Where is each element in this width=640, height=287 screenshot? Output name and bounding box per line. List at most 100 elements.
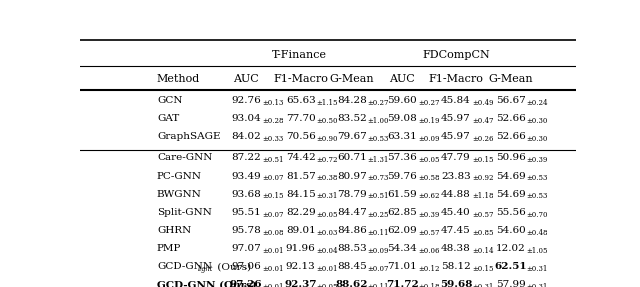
Text: ±0.39: ±0.39 bbox=[527, 156, 548, 164]
Text: 84.47: 84.47 bbox=[337, 208, 367, 217]
Text: 65.63: 65.63 bbox=[286, 96, 316, 105]
Text: 50.96: 50.96 bbox=[495, 154, 525, 162]
Text: ±0.09: ±0.09 bbox=[368, 247, 389, 255]
Text: ±0.53: ±0.53 bbox=[368, 135, 389, 143]
Text: 82.29: 82.29 bbox=[286, 208, 316, 217]
Text: ±0.31: ±0.31 bbox=[317, 192, 338, 200]
Text: ±0.90: ±0.90 bbox=[317, 135, 338, 143]
Text: 52.66: 52.66 bbox=[495, 133, 525, 141]
Text: 54.69: 54.69 bbox=[495, 172, 525, 181]
Text: 44.88: 44.88 bbox=[441, 190, 471, 199]
Text: ±0.73: ±0.73 bbox=[368, 174, 389, 182]
Text: ±1.18: ±1.18 bbox=[472, 192, 493, 200]
Text: ±0.27: ±0.27 bbox=[368, 99, 389, 107]
Text: 95.51: 95.51 bbox=[231, 208, 261, 217]
Text: ±0.51: ±0.51 bbox=[368, 192, 389, 200]
Text: ±0.03: ±0.03 bbox=[317, 229, 338, 237]
Text: ±0.04: ±0.04 bbox=[317, 247, 338, 255]
Text: 92.37: 92.37 bbox=[284, 280, 317, 287]
Text: ±0.30: ±0.30 bbox=[527, 135, 548, 143]
Text: 59.60: 59.60 bbox=[388, 96, 417, 105]
Text: Method: Method bbox=[157, 74, 200, 84]
Text: ±0.33: ±0.33 bbox=[262, 135, 284, 143]
Text: 97.26: 97.26 bbox=[230, 280, 262, 287]
Text: 80.97: 80.97 bbox=[337, 172, 367, 181]
Text: ±0.15: ±0.15 bbox=[472, 265, 493, 273]
Text: ±0.07: ±0.07 bbox=[262, 174, 284, 182]
Text: ±0.09: ±0.09 bbox=[419, 135, 440, 143]
Text: ±0.15: ±0.15 bbox=[262, 192, 284, 200]
Text: 58.12: 58.12 bbox=[441, 262, 471, 271]
Text: 45.40: 45.40 bbox=[441, 208, 471, 217]
Text: AUC: AUC bbox=[234, 74, 259, 84]
Text: ±0.01: ±0.01 bbox=[262, 247, 284, 255]
Text: 12.02: 12.02 bbox=[495, 244, 525, 253]
Text: ±0.19: ±0.19 bbox=[419, 117, 440, 125]
Text: BWGNN: BWGNN bbox=[157, 190, 202, 199]
Text: 81.57: 81.57 bbox=[286, 172, 316, 181]
Text: 92.76: 92.76 bbox=[231, 96, 261, 105]
Text: ±0.07: ±0.07 bbox=[368, 265, 389, 273]
Text: ±0.26: ±0.26 bbox=[472, 135, 493, 143]
Text: 23.83: 23.83 bbox=[441, 172, 471, 181]
Text: ±1.00: ±1.00 bbox=[368, 117, 389, 125]
Text: 92.13: 92.13 bbox=[286, 262, 316, 271]
Text: 62.51: 62.51 bbox=[494, 262, 527, 271]
Text: ±0.01: ±0.01 bbox=[262, 283, 284, 287]
Text: 61.59: 61.59 bbox=[388, 190, 417, 199]
Text: GCN: GCN bbox=[157, 96, 182, 105]
Text: 45.97: 45.97 bbox=[441, 114, 471, 123]
Text: ±0.28: ±0.28 bbox=[262, 117, 284, 125]
Text: 63.31: 63.31 bbox=[388, 133, 417, 141]
Text: GCD-GNN: GCD-GNN bbox=[157, 262, 212, 271]
Text: 97.07: 97.07 bbox=[231, 244, 261, 253]
Text: G-Mean: G-Mean bbox=[330, 74, 374, 84]
Text: ±0.05: ±0.05 bbox=[317, 283, 338, 287]
Text: 56.67: 56.67 bbox=[495, 96, 525, 105]
Text: 84.28: 84.28 bbox=[337, 96, 367, 105]
Text: ±0.92: ±0.92 bbox=[472, 174, 493, 182]
Text: ±0.53: ±0.53 bbox=[527, 174, 548, 182]
Text: ±0.15: ±0.15 bbox=[472, 156, 493, 164]
Text: ±1.15: ±1.15 bbox=[317, 99, 338, 107]
Text: PMP: PMP bbox=[157, 244, 181, 253]
Text: ±0.11: ±0.11 bbox=[368, 229, 389, 237]
Text: ±0.01: ±0.01 bbox=[262, 265, 284, 273]
Text: GHRN: GHRN bbox=[157, 226, 191, 235]
Text: G-Mean: G-Mean bbox=[488, 74, 533, 84]
Text: 74.42: 74.42 bbox=[286, 154, 316, 162]
Text: 54.60: 54.60 bbox=[495, 226, 525, 235]
Text: ±0.25: ±0.25 bbox=[368, 211, 389, 218]
Text: 93.68: 93.68 bbox=[231, 190, 261, 199]
Text: ±1.31: ±1.31 bbox=[368, 156, 389, 164]
Text: GraphSAGE: GraphSAGE bbox=[157, 133, 220, 141]
Text: 97.06: 97.06 bbox=[231, 262, 261, 271]
Text: ±0.05: ±0.05 bbox=[419, 156, 440, 164]
Text: ±0.85: ±0.85 bbox=[472, 229, 493, 237]
Text: 45.97: 45.97 bbox=[441, 133, 471, 141]
Text: 93.04: 93.04 bbox=[231, 114, 261, 123]
Text: 88.53: 88.53 bbox=[337, 244, 367, 253]
Text: 95.78: 95.78 bbox=[231, 226, 261, 235]
Text: 91.96: 91.96 bbox=[286, 244, 316, 253]
Text: 59.68: 59.68 bbox=[440, 280, 472, 287]
Text: ±0.05: ±0.05 bbox=[317, 211, 338, 218]
Text: F1-Macro: F1-Macro bbox=[273, 74, 328, 84]
Text: 70.56: 70.56 bbox=[286, 133, 316, 141]
Text: ±0.39: ±0.39 bbox=[419, 211, 440, 218]
Text: ±0.48: ±0.48 bbox=[527, 229, 548, 237]
Text: ±0.27: ±0.27 bbox=[419, 99, 440, 107]
Text: ±0.57: ±0.57 bbox=[472, 211, 493, 218]
Text: ±0.30: ±0.30 bbox=[527, 117, 548, 125]
Text: AUC: AUC bbox=[390, 74, 415, 84]
Text: ±0.53: ±0.53 bbox=[527, 192, 548, 200]
Text: ±0.12: ±0.12 bbox=[419, 265, 440, 273]
Text: 93.49: 93.49 bbox=[231, 172, 261, 181]
Text: ±0.57: ±0.57 bbox=[419, 229, 440, 237]
Text: 71.72: 71.72 bbox=[386, 280, 419, 287]
Text: ±0.24: ±0.24 bbox=[527, 99, 548, 107]
Text: FDCompCN: FDCompCN bbox=[422, 51, 490, 61]
Text: PC-GNN: PC-GNN bbox=[157, 172, 202, 181]
Text: 54.34: 54.34 bbox=[388, 244, 417, 253]
Text: 60.71: 60.71 bbox=[337, 154, 367, 162]
